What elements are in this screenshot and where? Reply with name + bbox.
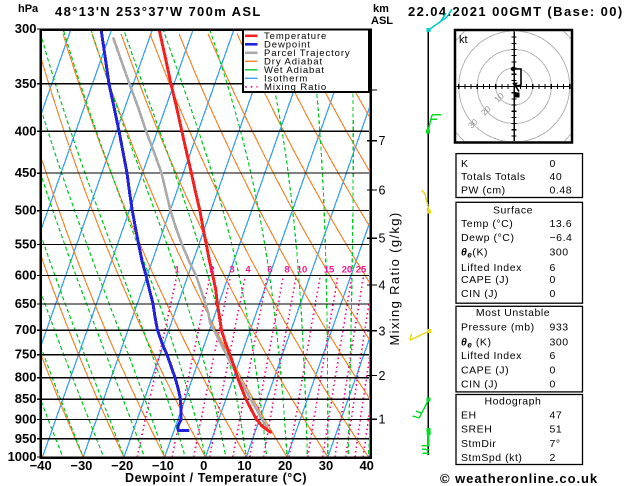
svg-text:CAPE (J): CAPE (J) <box>461 364 509 376</box>
svg-text:300: 300 <box>15 21 37 36</box>
svg-text:km: km <box>373 3 389 15</box>
svg-text:47: 47 <box>550 409 563 421</box>
svg-text:−30: −30 <box>70 458 92 473</box>
svg-text:CAPE (J): CAPE (J) <box>461 274 509 286</box>
svg-text:800: 800 <box>15 370 37 385</box>
svg-text:−20: −20 <box>111 458 133 473</box>
svg-text:Dewp (°C): Dewp (°C) <box>461 232 515 244</box>
svg-text:600: 600 <box>15 267 37 282</box>
svg-text:650: 650 <box>15 296 37 311</box>
svg-text:400: 400 <box>15 123 37 138</box>
svg-text:10: 10 <box>237 458 251 473</box>
svg-text:850: 850 <box>15 391 37 406</box>
svg-text:450: 450 <box>15 165 37 180</box>
svg-text:350: 350 <box>15 76 37 91</box>
svg-text:8: 8 <box>284 265 289 276</box>
svg-text:20: 20 <box>278 458 292 473</box>
svg-text:Totals Totals: Totals Totals <box>461 171 526 183</box>
svg-text:500: 500 <box>15 203 37 218</box>
svg-text:0: 0 <box>200 458 207 473</box>
svg-text:Parcel Trajectory: Parcel Trajectory <box>264 48 351 59</box>
svg-text:Dry Adiabat: Dry Adiabat <box>264 57 323 68</box>
svg-text:40: 40 <box>550 171 563 183</box>
svg-text:Wet Adiabat: Wet Adiabat <box>264 65 325 76</box>
svg-text:−10: −10 <box>152 458 174 473</box>
svg-text:Temp (°C): Temp (°C) <box>461 218 513 230</box>
svg-text:1000: 1000 <box>8 449 37 464</box>
svg-text:Mixing Ratio: Mixing Ratio <box>264 82 327 93</box>
svg-text:Surface: Surface <box>493 204 533 216</box>
svg-text:Dewpoint / Temperature (°C): Dewpoint / Temperature (°C) <box>125 471 307 485</box>
svg-text:−6.4: −6.4 <box>550 232 573 244</box>
svg-text:10: 10 <box>297 265 308 276</box>
svg-text:7: 7 <box>379 134 386 148</box>
svg-text:1: 1 <box>174 265 180 276</box>
svg-text:Mixing Ratio (g/kg): Mixing Ratio (g/kg) <box>387 211 402 345</box>
svg-text:2: 2 <box>550 452 556 464</box>
svg-text:7°: 7° <box>550 438 561 450</box>
svg-text:−40: −40 <box>30 458 52 473</box>
svg-text:Temperature: Temperature <box>264 31 327 42</box>
svg-text:900: 900 <box>15 412 37 427</box>
svg-text:Lifted Index: Lifted Index <box>461 262 522 274</box>
svg-text:5: 5 <box>379 232 386 246</box>
svg-text:Lifted Index: Lifted Index <box>461 350 522 362</box>
svg-text:kt: kt <box>459 34 468 46</box>
svg-text:700: 700 <box>15 322 37 337</box>
svg-text:θe(K): θe(K) <box>461 247 488 260</box>
svg-text:StmSpd (kt): StmSpd (kt) <box>461 452 522 464</box>
svg-text:950: 950 <box>15 431 37 446</box>
svg-text:hPa: hPa <box>18 3 39 15</box>
svg-text:0: 0 <box>550 364 556 376</box>
svg-text:PW (cm): PW (cm) <box>461 185 506 197</box>
svg-text:300: 300 <box>550 336 569 348</box>
svg-text:© weatheronline.co.uk: © weatheronline.co.uk <box>440 471 598 486</box>
svg-text:4: 4 <box>379 279 386 293</box>
svg-text:EH: EH <box>461 409 477 421</box>
svg-text:4: 4 <box>245 265 251 276</box>
svg-text:CIN (J): CIN (J) <box>461 288 498 300</box>
svg-text:15: 15 <box>324 265 335 276</box>
svg-text:6: 6 <box>379 184 386 198</box>
svg-text:StmDir: StmDir <box>461 438 496 450</box>
svg-text:0: 0 <box>550 158 556 170</box>
svg-text:K: K <box>461 158 469 170</box>
svg-text:6: 6 <box>550 350 556 362</box>
svg-text:750: 750 <box>15 347 37 362</box>
svg-text:Most Unstable: Most Unstable <box>476 307 550 319</box>
svg-text:48°13'N 253°37'W 700m ASL: 48°13'N 253°37'W 700m ASL <box>55 4 262 19</box>
svg-text:1: 1 <box>379 413 386 427</box>
svg-text:3: 3 <box>229 265 234 276</box>
svg-text:40: 40 <box>359 458 373 473</box>
svg-text:Isotherm: Isotherm <box>264 74 308 85</box>
svg-text:933: 933 <box>550 322 569 334</box>
svg-text:CIN (J): CIN (J) <box>461 379 498 391</box>
svg-text:6: 6 <box>267 265 272 276</box>
svg-text:20: 20 <box>342 265 353 276</box>
svg-text:6: 6 <box>550 262 556 274</box>
svg-text:Dewpoint: Dewpoint <box>264 40 311 51</box>
svg-text:0: 0 <box>550 379 556 391</box>
svg-text:SREH: SREH <box>461 424 492 436</box>
svg-text:300: 300 <box>550 247 569 259</box>
svg-text:2: 2 <box>379 369 386 383</box>
svg-text:13.6: 13.6 <box>550 218 573 230</box>
svg-text:Pressure (mb): Pressure (mb) <box>461 322 535 334</box>
svg-text:550: 550 <box>15 237 37 252</box>
svg-text:θe (K): θe (K) <box>461 336 492 349</box>
svg-text:30: 30 <box>319 458 333 473</box>
svg-text:22.04.2021 00GMT (Base: 00): 22.04.2021 00GMT (Base: 00) <box>408 4 624 19</box>
svg-text:Hodograph: Hodograph <box>485 396 542 408</box>
svg-text:2: 2 <box>209 265 214 276</box>
svg-text:ASL: ASL <box>371 15 393 27</box>
svg-text:25: 25 <box>356 265 367 276</box>
svg-text:51: 51 <box>550 424 563 436</box>
svg-text:0: 0 <box>550 274 556 286</box>
svg-text:0.48: 0.48 <box>550 185 573 197</box>
svg-text:0: 0 <box>550 288 556 300</box>
svg-text:3: 3 <box>379 324 386 338</box>
